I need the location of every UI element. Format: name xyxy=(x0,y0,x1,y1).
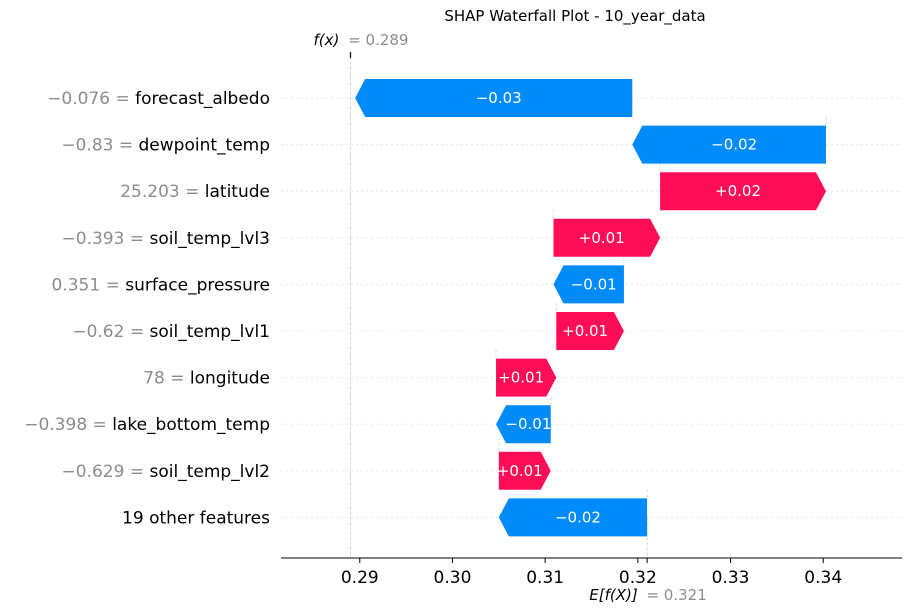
bar-label: +0.02 xyxy=(715,182,761,200)
bar-label: +0.01 xyxy=(562,322,608,340)
feature-labels: −0.076 = forecast_albedo −0.83 = dewpoint… xyxy=(24,89,271,528)
feature-name: soil_temp_lvl3 xyxy=(149,229,270,249)
feature-label: −0.076 = forecast_albedo xyxy=(47,89,270,109)
feature-name: dewpoint_temp xyxy=(139,136,270,156)
feature-value: −0.393 = xyxy=(62,229,150,249)
x-tick-label: 0.31 xyxy=(526,568,564,588)
svg-text:f(x) = 0.289: f(x) = 0.289 xyxy=(314,31,409,49)
svg-text:E[f(X)] = 0.321: E[f(X)] = 0.321 xyxy=(589,586,707,604)
x-axis: 0.29 0.30 0.31 0.32 0.33 0.34 xyxy=(281,557,902,588)
feature-label: 25.203 = latitude xyxy=(120,182,270,202)
bar-positive xyxy=(496,358,557,397)
feature-name: soil_temp_lvl2 xyxy=(149,462,270,482)
bar-negative xyxy=(553,265,624,304)
feature-name: forecast_albedo xyxy=(135,89,270,109)
feature-value: −0.076 = xyxy=(47,89,135,109)
feature-name: lake_bottom_temp xyxy=(112,415,270,435)
feature-label: −0.393 = soil_temp_lvl3 xyxy=(62,229,270,249)
feature-name: longitude xyxy=(190,369,270,389)
x-tick-label: 0.30 xyxy=(434,568,472,588)
feature-name: latitude xyxy=(205,182,270,202)
bar-positive xyxy=(553,218,661,257)
feature-label: 19 other features xyxy=(122,508,270,528)
x-tick-label: 0.29 xyxy=(341,568,379,588)
bar-positive xyxy=(660,172,826,211)
feature-label: 0.351 = surface_pressure xyxy=(52,275,271,295)
bar-label: −0.02 xyxy=(711,136,757,154)
feature-value: −0.629 = xyxy=(62,462,150,482)
bar-label: +0.01 xyxy=(498,369,544,387)
bar-negative xyxy=(496,405,551,444)
feature-value: −0.83 = xyxy=(61,136,138,156)
bar-positive xyxy=(498,451,551,490)
x-tick-label: 0.32 xyxy=(619,568,657,588)
bar-negative xyxy=(355,79,633,117)
ex-annotation: E[f(X)] = 0.321 xyxy=(589,586,707,604)
fx-value: = 0.289 xyxy=(348,31,408,49)
bar-label: −0.01 xyxy=(571,275,617,293)
feature-label: −0.629 = soil_temp_lvl2 xyxy=(62,462,270,482)
feature-name: surface_pressure xyxy=(125,275,270,295)
feature-value: −0.398 = xyxy=(24,415,112,435)
feature-value: 0.351 = xyxy=(52,275,126,295)
feature-name: soil_temp_lvl1 xyxy=(149,322,270,342)
feature-label: 78 = longitude xyxy=(143,369,270,389)
bar-label: +0.01 xyxy=(579,229,625,247)
bar-label: +0.01 xyxy=(497,462,543,480)
ex-label: E[f(X)] xyxy=(589,586,638,604)
bar-positive xyxy=(556,312,624,350)
feature-value: −0.62 = xyxy=(72,322,149,342)
ex-value: = 0.321 xyxy=(646,586,706,604)
feature-name: 19 other features xyxy=(122,508,270,528)
fx-annotation: f(x) = 0.289 xyxy=(314,31,409,49)
feature-value: 25.203 = xyxy=(120,182,205,202)
chart-title: SHAP Waterfall Plot - 10_year_data xyxy=(444,7,705,26)
feature-label: −0.398 = lake_bottom_temp xyxy=(24,415,270,435)
bar-label: −0.02 xyxy=(555,508,601,526)
bar-negative xyxy=(632,125,826,164)
fx-label: f(x) xyxy=(314,31,340,49)
feature-value: 78 = xyxy=(143,369,190,389)
waterfall-bars: −0.03 −0.02 +0.02 +0.01 −0.01 +0.01 +0.01 −0.01… xyxy=(355,79,826,537)
bar-label: −0.01 xyxy=(505,415,551,433)
feature-label: −0.62 = soil_temp_lvl1 xyxy=(72,322,270,342)
x-tick-label: 0.33 xyxy=(712,568,750,588)
x-tick-label: 0.34 xyxy=(804,568,842,588)
bar-label: −0.03 xyxy=(476,89,522,107)
feature-label: −0.83 = dewpoint_temp xyxy=(61,136,270,156)
bar-negative xyxy=(498,498,648,537)
